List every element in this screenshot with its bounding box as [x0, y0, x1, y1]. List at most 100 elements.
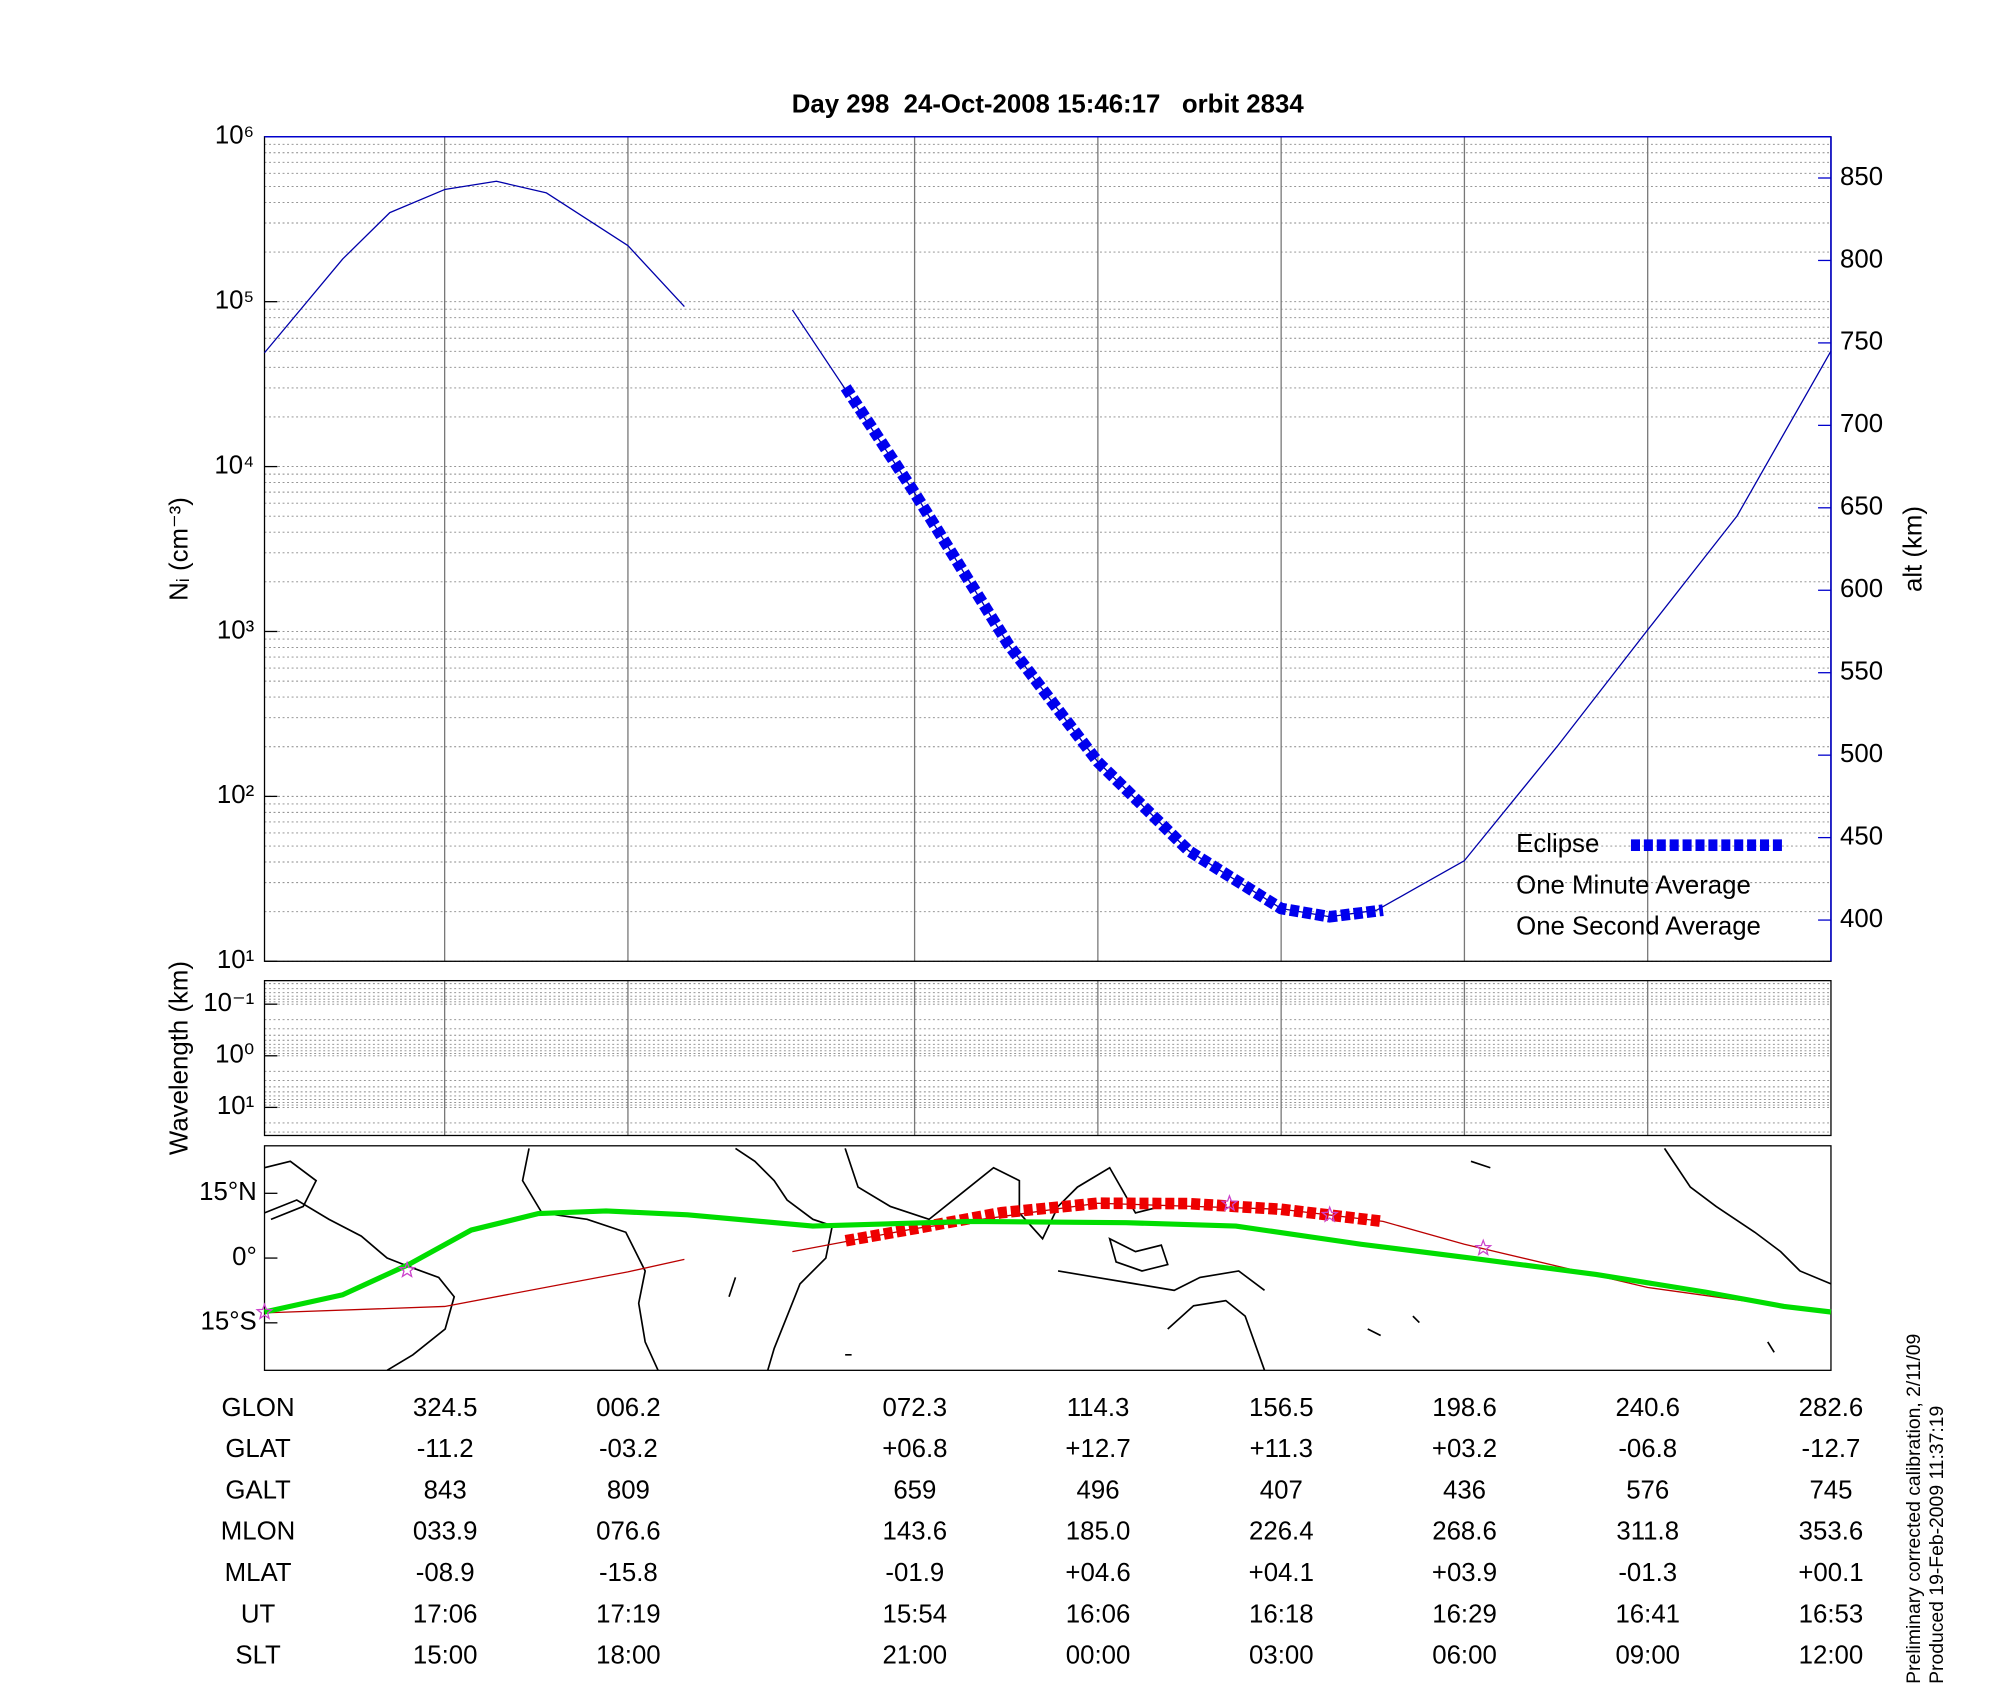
cell: 282.6	[1799, 1394, 1864, 1422]
cell: 16:18	[1249, 1600, 1314, 1628]
cell: -12.7	[1802, 1435, 1861, 1463]
cell: 843	[424, 1476, 467, 1504]
legend-label: Eclipse	[1516, 830, 1599, 858]
cell: 576	[1626, 1476, 1669, 1504]
y-axis-label: Wavelength (km)	[165, 961, 193, 1155]
y2-tick-label: 850	[1840, 163, 1883, 191]
cell: 072.3	[883, 1394, 948, 1422]
row-label: MLON	[221, 1518, 296, 1546]
legend-label: One Second Average	[1516, 913, 1761, 941]
cell: +00.1	[1798, 1559, 1863, 1587]
map-coastlines	[264, 1147, 1832, 1372]
cell: -08.9	[416, 1559, 475, 1587]
y-tick-label: 10¹	[217, 946, 255, 974]
cell: 03:00	[1249, 1642, 1314, 1670]
cell: 006.2	[596, 1394, 661, 1422]
cell: -01.9	[885, 1559, 944, 1587]
chart-title: Day 298 24-Oct-2008 15:46:17 orbit 2834	[792, 91, 1305, 119]
cell: +03.2	[1432, 1435, 1497, 1463]
y2-tick-label: 450	[1840, 822, 1883, 850]
cell: 745	[1809, 1476, 1852, 1504]
y-tick-label: 0°	[232, 1243, 257, 1271]
cell: 16:41	[1615, 1600, 1680, 1628]
coastline	[1108, 1237, 1169, 1272]
cell: 033.9	[413, 1518, 478, 1546]
coastline	[1167, 1299, 1266, 1371]
legend-label: One Minute Average	[1516, 871, 1751, 899]
y-tick-label: 10⁶	[215, 122, 254, 150]
cell: 21:00	[883, 1642, 948, 1670]
y2-axis-label: alt (km)	[1900, 506, 1928, 592]
cell: 353.6	[1799, 1518, 1864, 1546]
cell: +11.3	[1250, 1435, 1313, 1463]
coastline	[728, 1160, 1775, 1356]
cell: 17:19	[596, 1600, 661, 1628]
cell: 268.6	[1432, 1518, 1497, 1546]
cell: 17:06	[413, 1600, 478, 1628]
data-line	[263, 1208, 1832, 1315]
cell: 16:06	[1066, 1600, 1131, 1628]
cell: 12:00	[1799, 1642, 1864, 1670]
star-marker	[1474, 1238, 1493, 1256]
cell: 185.0	[1066, 1518, 1131, 1546]
y-tick-label: 15°S	[201, 1308, 257, 1336]
plot-frame	[263, 980, 1832, 1137]
row-label: MLAT	[225, 1559, 292, 1587]
cell: 198.6	[1432, 1394, 1497, 1422]
y-axis-label: Nᵢ (cm⁻³)	[165, 497, 193, 601]
note: Produced 19-Feb-2009 11:37:19	[1926, 1406, 1948, 1684]
cell: -06.8	[1618, 1435, 1677, 1463]
cell: 15:00	[413, 1642, 478, 1670]
y2-tick-label: 400	[1840, 905, 1883, 933]
y-tick-label: 10⁵	[215, 286, 254, 314]
y-tick-label: 10⁻¹	[203, 989, 254, 1017]
coastline	[735, 1147, 834, 1371]
coastline	[1057, 1270, 1266, 1292]
coastline	[844, 1148, 1162, 1241]
cell: 09:00	[1615, 1642, 1680, 1670]
plot-frame	[263, 1145, 1832, 1371]
coastline	[1663, 1147, 1832, 1285]
cell: 240.6	[1615, 1394, 1680, 1422]
cell: 324.5	[413, 1394, 478, 1422]
cell: 407	[1260, 1476, 1303, 1504]
cell: +06.8	[882, 1435, 947, 1463]
cell: 143.6	[883, 1518, 948, 1546]
y-tick-label: 10⁰	[215, 1041, 254, 1069]
y-tick-label: 10¹	[217, 1092, 255, 1120]
row-label: UT	[241, 1600, 276, 1628]
y2-tick-label: 750	[1840, 328, 1883, 356]
star-marker	[397, 1260, 417, 1278]
cell: +03.9	[1432, 1559, 1497, 1587]
cell: 114.3	[1067, 1394, 1130, 1422]
data-line	[840, 384, 1384, 923]
cell: +12.7	[1065, 1435, 1130, 1463]
cell: 16:53	[1799, 1600, 1864, 1628]
y-tick-label: 10³	[217, 616, 255, 644]
cell: 311.8	[1616, 1518, 1679, 1546]
cell: 06:00	[1432, 1642, 1497, 1670]
row-label: GALT	[225, 1476, 291, 1504]
row-label: GLAT	[225, 1435, 291, 1463]
data-line	[844, 1197, 1384, 1247]
coastline	[264, 1160, 318, 1221]
y2-tick-label: 600	[1840, 575, 1883, 603]
cell: +04.1	[1249, 1559, 1314, 1587]
cell: 16:29	[1432, 1600, 1497, 1628]
y-tick-label: 15°N	[199, 1178, 257, 1206]
row-label: GLON	[222, 1394, 295, 1422]
coastline	[521, 1148, 659, 1371]
cell: -11.2	[417, 1435, 474, 1463]
cell: 659	[893, 1476, 936, 1504]
y2-tick-label: 500	[1840, 740, 1883, 768]
cell: 436	[1443, 1476, 1486, 1504]
cell: 496	[1077, 1476, 1120, 1504]
row-label: SLT	[235, 1642, 281, 1670]
star-marker	[1220, 1193, 1239, 1212]
cell: +04.6	[1065, 1559, 1130, 1587]
star-marker	[1320, 1205, 1339, 1223]
y2-tick-label: 700	[1840, 410, 1883, 438]
cell: 226.4	[1249, 1518, 1314, 1546]
